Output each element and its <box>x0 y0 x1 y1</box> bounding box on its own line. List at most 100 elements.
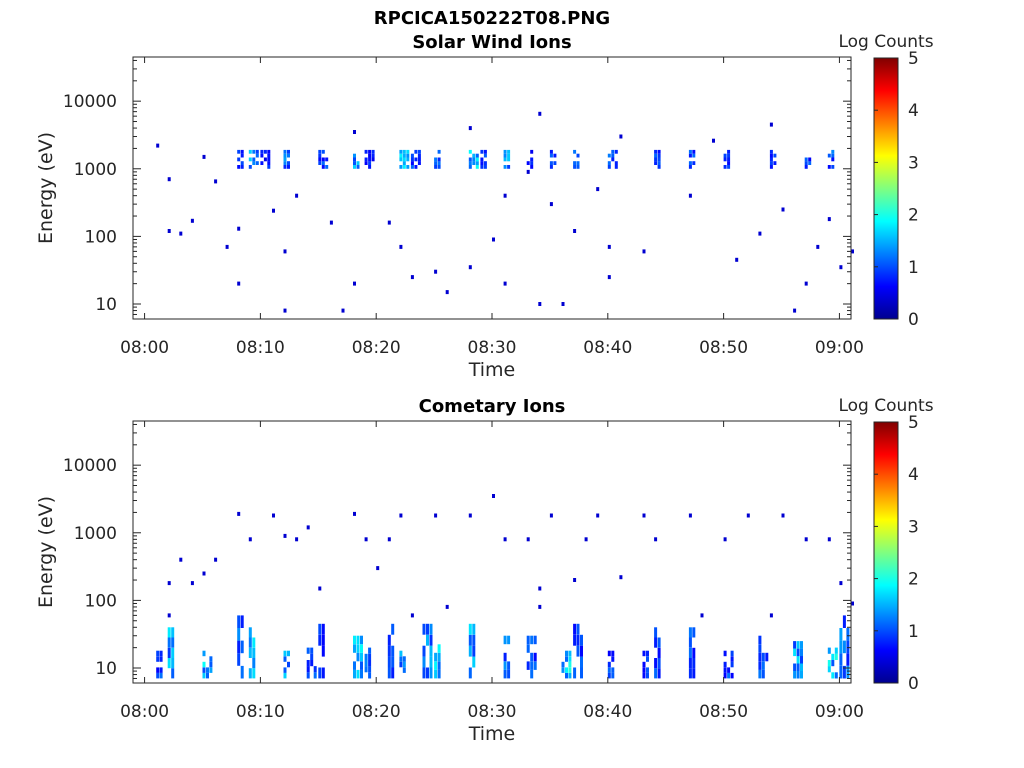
spectrogram-cell <box>472 153 476 158</box>
spectrogram-point <box>839 581 843 586</box>
spectrogram-cell <box>568 656 572 662</box>
spectrogram-cell <box>576 153 580 158</box>
spectrogram-cell <box>353 165 356 169</box>
spectrogram-point <box>723 537 727 542</box>
colorbar-tick-label: 2 <box>908 570 919 590</box>
spectrogram-cell <box>426 634 429 646</box>
spectrogram-cell <box>255 161 259 165</box>
spectrogram-cell <box>839 628 843 641</box>
spectrogram-cell <box>437 652 441 662</box>
spectrogram-point <box>769 122 773 127</box>
x-tick-label: 08:20 <box>352 338 401 358</box>
spectrogram-cell <box>287 153 290 158</box>
spectrogram-point <box>434 513 438 518</box>
spectrogram-point <box>167 613 171 618</box>
spectrogram-point <box>283 249 287 254</box>
spectrogram-point <box>353 511 356 516</box>
spectrogram-point <box>190 218 194 223</box>
spectrogram-point <box>827 217 831 222</box>
spectrogram-cell <box>248 165 252 169</box>
colorbar-tick-label: 3 <box>908 153 919 173</box>
spectrogram-cell <box>240 165 244 169</box>
spectrogram-cell <box>730 656 734 662</box>
spectrogram-cell <box>159 656 163 662</box>
spectrogram-cell <box>796 656 800 664</box>
spectrogram-cell <box>310 653 314 660</box>
spectrogram-cell <box>796 641 800 649</box>
spectrogram-cell <box>422 667 426 679</box>
spectrogram-cell <box>437 669 441 679</box>
spectrogram-point <box>283 308 287 313</box>
spectrogram-cell <box>240 665 244 679</box>
spectrogram-cell <box>391 623 395 635</box>
spectrogram-cell <box>364 660 368 667</box>
spectrogram-cell <box>831 157 835 162</box>
spectrogram-cell <box>576 645 580 657</box>
y-tick-label: 100 <box>85 591 117 611</box>
spectrogram-cell <box>526 161 530 165</box>
spectrogram-cell <box>371 149 375 154</box>
spectrogram-cell <box>727 153 731 158</box>
spectrogram-cell <box>834 672 838 679</box>
spectrogram-cell <box>654 161 658 165</box>
spectrogram-cell <box>846 628 850 641</box>
spectrogram-cell <box>240 161 244 165</box>
spectrogram-cell <box>468 645 472 657</box>
spectrogram-point <box>827 537 831 542</box>
spectrogram-cell <box>287 650 290 657</box>
spectrogram-cell <box>834 647 838 654</box>
spectrogram-point <box>214 557 218 562</box>
spectrogram-cell <box>576 634 580 646</box>
spectrogram-point <box>387 537 391 542</box>
spectrogram-cell <box>368 157 372 162</box>
spectrogram-cell <box>533 635 537 645</box>
spectrogram-cell <box>688 153 692 158</box>
spectrogram-cell <box>252 161 256 165</box>
spectrogram-cell <box>360 644 363 653</box>
spectrogram-cell <box>402 661 406 668</box>
spectrogram-point <box>607 275 611 280</box>
colorbar-ticks: 0 1 2 3 4 5 <box>874 49 919 330</box>
spectrogram-cell <box>507 165 511 169</box>
spectrogram-cell <box>368 161 372 165</box>
spectrogram-cell <box>156 650 160 657</box>
spectrogram-cell <box>769 165 773 169</box>
spectrogram-cell <box>209 667 213 673</box>
spectrogram-point <box>851 249 854 254</box>
spectrogram-cell <box>472 634 476 646</box>
spectrogram-cell <box>248 647 252 658</box>
spectrogram-point <box>237 511 241 516</box>
spectrogram-cell <box>321 161 325 165</box>
spectrogram-cell <box>530 161 534 165</box>
spectrogram-point <box>793 308 797 313</box>
spectrogram-cell <box>483 153 487 158</box>
spectrogram-point <box>306 525 310 530</box>
spectrogram-cell <box>758 635 762 645</box>
plot-frame <box>132 56 852 320</box>
spectrogram-cell <box>646 672 649 679</box>
colorbar-label: Log Counts <box>838 396 933 416</box>
spectrogram-point <box>688 193 692 198</box>
spectrogram-cell <box>318 149 322 154</box>
spectrogram-cell <box>831 165 835 169</box>
spectrogram-cell <box>769 149 773 154</box>
spectrogram-cell <box>831 153 835 158</box>
spectrogram-cell <box>318 634 322 646</box>
spectrogram-cell <box>202 672 206 679</box>
spectrogram-cell <box>530 669 534 679</box>
spectrogram-cell <box>846 665 850 679</box>
spectrogram-cell <box>402 667 406 673</box>
spectrogram-cell <box>353 153 356 158</box>
spectrogram-cell <box>761 661 765 670</box>
spectrogram-cell <box>248 637 252 648</box>
spectrogram-cell <box>267 157 271 162</box>
spectrogram-point <box>851 601 854 606</box>
x-tick-label: 09:00 <box>815 702 864 722</box>
spectrogram-cell <box>252 637 256 648</box>
spectrogram-cell <box>796 671 800 679</box>
spectrogram-cell <box>306 647 310 654</box>
colorbar <box>873 57 899 320</box>
spectrogram-cell <box>808 161 812 165</box>
spectrogram-cell <box>654 637 658 648</box>
spectrogram-cell <box>468 149 472 154</box>
